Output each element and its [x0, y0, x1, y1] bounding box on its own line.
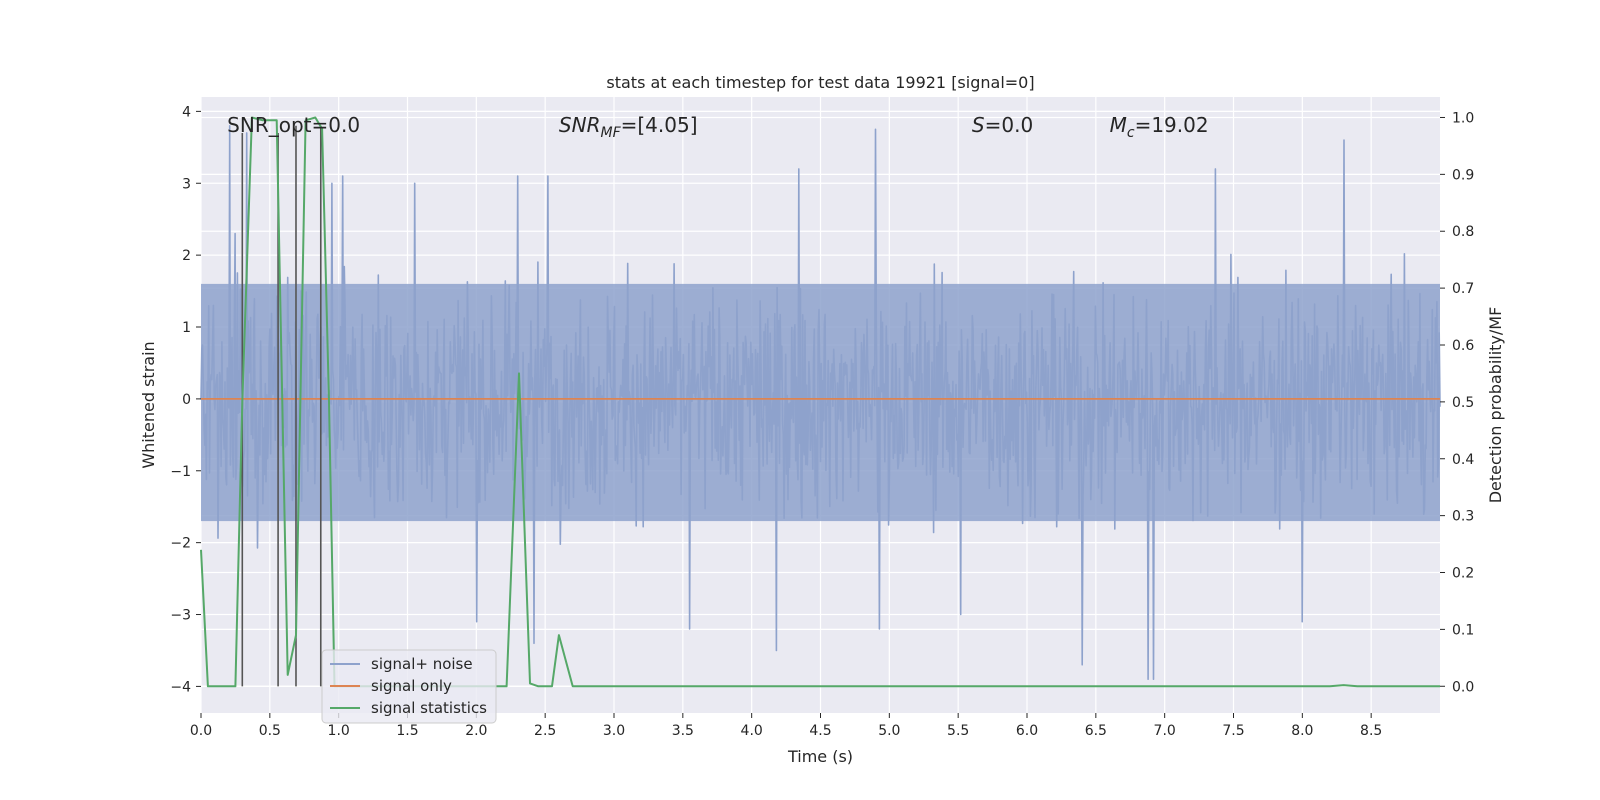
y-tick-label: 1	[182, 320, 191, 336]
x-tick-label: 6.5	[1085, 723, 1107, 739]
y-right-tick-label: 0.5	[1452, 395, 1474, 411]
annotation-text: SNRMF=[4.05]	[559, 113, 698, 141]
y-right-tick-label: 0.3	[1452, 509, 1474, 525]
legend-label: signal statistics	[371, 699, 487, 717]
x-axis-label: Time (s)	[787, 747, 853, 766]
y-tick-label: −2	[170, 536, 191, 552]
x-tick-label: 0.5	[259, 723, 281, 739]
annotation-text: S=0.0	[972, 113, 1033, 137]
x-tick-label: 6.0	[1016, 723, 1038, 739]
x-tick-label: 2.5	[534, 723, 556, 739]
legend-label: signal only	[371, 677, 452, 695]
x-tick-label: 7.5	[1222, 723, 1244, 739]
y-axis-left: 4 3 2 1 0 −1 −2 −3 −4	[170, 104, 201, 695]
x-tick-label: 4.5	[809, 723, 831, 739]
y-right-tick-label: 0.1	[1452, 622, 1474, 638]
noise-line	[200, 125, 1441, 681]
legend-label: signal+ noise	[371, 655, 473, 673]
x-tick-label: 3.5	[672, 723, 694, 739]
y-tick-label: 2	[182, 248, 191, 264]
y-tick-label: −4	[170, 679, 191, 695]
x-tick-label: 1.5	[396, 723, 418, 739]
chart-title: stats at each timestep for test data 199…	[606, 73, 1034, 92]
y-right-tick-label: 1.0	[1452, 110, 1474, 126]
annotation-text: SNR_opt=0.0	[227, 113, 360, 137]
x-tick-label: 8.5	[1360, 723, 1382, 739]
y-right-tick-label: 0.4	[1452, 452, 1474, 468]
y-right-tick-label: 0.9	[1452, 167, 1474, 183]
y-axis-right: 1.0 0.9 0.8 0.7 0.6 0.5 0.4 0.3 0.2 0.1 0.0	[1440, 110, 1474, 695]
legend: signal+ noise signal only signal statistic…	[321, 649, 497, 724]
legend-box	[321, 649, 497, 724]
y-tick-label: −1	[170, 464, 191, 480]
y-tick-label: 3	[182, 176, 191, 192]
x-tick-label: 4.0	[741, 723, 763, 739]
series-signal-noise	[200, 125, 1441, 681]
y-axis-label-right: Detection probability/MF	[1486, 307, 1505, 504]
y-tick-label: 0	[182, 392, 191, 408]
x-tick-label: 5.5	[947, 723, 969, 739]
y-right-tick-label: 0.8	[1452, 224, 1474, 240]
y-axis-label-left: Whitened strain	[139, 341, 158, 468]
y-right-tick-label: 0.6	[1452, 338, 1474, 354]
y-right-tick-label: 0.7	[1452, 281, 1474, 297]
x-tick-label: 8.0	[1291, 723, 1313, 739]
annotations: SNR_opt=0.0 SNRMF=[4.05] S=0.0 Mc=19.02	[227, 113, 1208, 141]
x-tick-label: 2.0	[465, 723, 487, 739]
x-tick-label: 7.0	[1154, 723, 1176, 739]
x-tick-label: 0.0	[190, 723, 212, 739]
x-tick-label: 1.0	[328, 723, 350, 739]
x-tick-label: 5.0	[878, 723, 900, 739]
y-right-tick-label: 0.0	[1452, 679, 1474, 695]
annotation-text: Mc=19.02	[1110, 113, 1209, 141]
x-tick-label: 3.0	[603, 723, 625, 739]
x-axis: 0.0 0.5 1.0 1.5 2.0 2.5 3.0 3.5 4.0 4.5 5.0 5.5 6.0 6…	[190, 713, 1382, 739]
y-right-tick-label: 0.2	[1452, 566, 1474, 582]
y-tick-label: −3	[170, 608, 191, 624]
y-tick-label: 4	[182, 104, 191, 120]
